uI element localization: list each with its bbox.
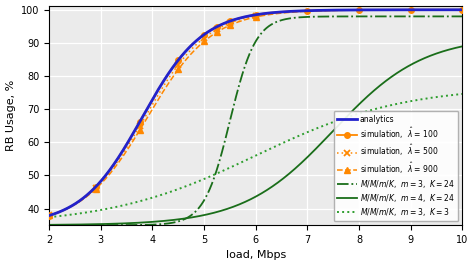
X-axis label: load, Mbps: load, Mbps xyxy=(226,251,286,260)
Legend: analytics, simulation,  $\hat{\lambda}$ = 100, simulation,  $\hat{\lambda}$ = 50: analytics, simulation, $\hat{\lambda}$ =… xyxy=(334,111,458,221)
Y-axis label: RB Usage, %: RB Usage, % xyxy=(6,80,16,151)
